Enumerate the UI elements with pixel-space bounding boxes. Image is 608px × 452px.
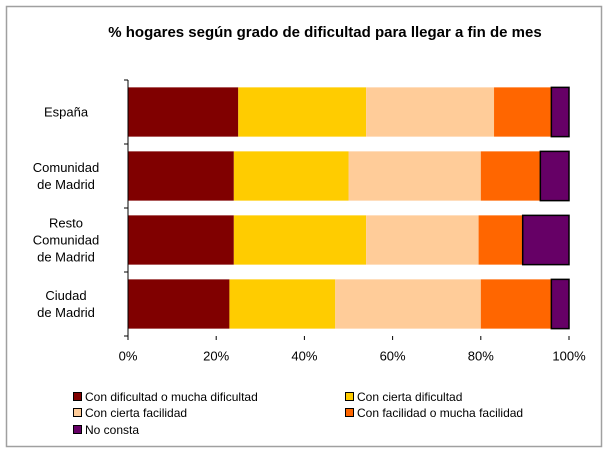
bar-segment: [128, 279, 230, 329]
legend-label: Con facilidad o mucha facilidad: [357, 406, 524, 420]
x-tick-label: 0%: [119, 348, 138, 363]
legend-entry: Con facilidad o mucha facilidad: [345, 406, 523, 420]
legend-entry: Con cierta facilidad: [73, 406, 187, 420]
bar-segment: [335, 279, 481, 329]
bar-segment: [550, 86, 570, 138]
bar-segment: [480, 151, 541, 201]
legend-swatch: [73, 408, 82, 417]
bar-segment: [478, 215, 523, 265]
bar-segment: [233, 215, 367, 265]
legend-label: Con dificultad o mucha dificultad: [85, 390, 258, 404]
legend-entry: No consta: [73, 423, 139, 437]
legend-swatch: [73, 392, 82, 401]
bar-segment: [128, 215, 234, 265]
bar-segment: [233, 151, 349, 201]
bar-segment: [521, 214, 570, 266]
bar-segment: [348, 151, 481, 201]
bar-segment: [128, 151, 234, 201]
chart-title: % hogares según grado de dificultad para…: [108, 24, 542, 41]
x-tick-label: 40%: [291, 348, 317, 363]
legend-label: Con cierta dificultad: [357, 390, 463, 404]
legend-label: No consta: [85, 423, 140, 437]
legend-swatch: [345, 392, 354, 401]
bar-segment: [480, 279, 552, 329]
x-tick-label: 100%: [552, 348, 586, 363]
bar-segment: [494, 87, 552, 137]
bar-segment: [366, 215, 479, 265]
legend-swatch: [73, 425, 82, 434]
legend-entry: Con dificultad o mucha dificultad: [73, 390, 258, 404]
bar-segment: [539, 150, 570, 202]
bar-segment: [229, 279, 336, 329]
legend-swatch: [345, 408, 354, 417]
x-tick-label: 80%: [468, 348, 494, 363]
y-tick-label: Comunidad de Madrid: [32, 160, 100, 192]
y-tick-label: Resto Comunidad de Madrid: [32, 215, 100, 265]
x-tick-label: 60%: [380, 348, 406, 363]
bar-segment: [238, 87, 367, 137]
x-tick-label: 20%: [203, 348, 229, 363]
bar-segment: [550, 278, 570, 330]
legend-entry: Con cierta dificultad: [345, 390, 462, 404]
bar-segment: [128, 87, 239, 137]
y-tick-label: España: [43, 104, 89, 120]
legend-label: Con cierta facilidad: [85, 406, 188, 420]
bar-segment: [366, 87, 495, 137]
y-tick-label: Ciudad de Madrid: [37, 288, 95, 320]
